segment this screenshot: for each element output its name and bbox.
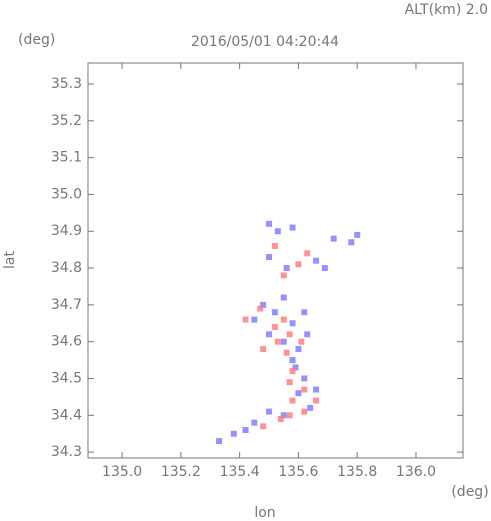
data-point bbox=[348, 239, 355, 246]
y-tick-label: 34.6 bbox=[51, 334, 82, 350]
data-point bbox=[274, 338, 281, 345]
data-point bbox=[280, 272, 287, 279]
data-point bbox=[283, 349, 290, 356]
data-point bbox=[286, 331, 293, 338]
data-point bbox=[301, 408, 308, 415]
data-point bbox=[286, 412, 293, 419]
data-point bbox=[286, 379, 293, 386]
data-point bbox=[289, 224, 296, 231]
y-tick-label: 35.2 bbox=[51, 113, 82, 129]
y-tick-label: 34.8 bbox=[51, 260, 82, 276]
data-point bbox=[301, 309, 308, 316]
data-point bbox=[301, 375, 308, 382]
x-tick-label: 135.0 bbox=[102, 464, 142, 480]
data-point bbox=[251, 316, 258, 323]
y-tick-label: 34.3 bbox=[51, 444, 82, 460]
data-point bbox=[295, 261, 302, 268]
data-point bbox=[289, 397, 296, 404]
data-point bbox=[257, 305, 264, 312]
x-tick-label: 135.4 bbox=[220, 464, 260, 480]
data-point bbox=[271, 323, 278, 330]
data-point bbox=[280, 338, 287, 345]
data-point bbox=[280, 412, 287, 419]
y-tick-label: 34.9 bbox=[51, 223, 82, 239]
chart-title: 2016/05/01 04:20:44 bbox=[191, 34, 339, 50]
x-axis-label: lon bbox=[254, 505, 275, 521]
data-point bbox=[260, 301, 267, 308]
data-point bbox=[242, 316, 249, 323]
data-point bbox=[260, 423, 267, 430]
data-point bbox=[266, 220, 273, 227]
y-unit: (deg) bbox=[18, 32, 55, 48]
y-axis-label: lat bbox=[2, 251, 18, 269]
y-tick-label: 35.1 bbox=[51, 150, 82, 166]
data-point bbox=[313, 386, 320, 393]
y-tick-label: 35.0 bbox=[51, 186, 82, 202]
y-tick-label: 34.4 bbox=[51, 407, 82, 423]
y-tick-label: 34.5 bbox=[51, 370, 82, 386]
data-point bbox=[304, 250, 311, 257]
data-point bbox=[292, 364, 299, 371]
data-point bbox=[295, 390, 302, 397]
data-point bbox=[277, 415, 284, 422]
data-point bbox=[289, 368, 296, 375]
data-point bbox=[260, 346, 267, 353]
data-point bbox=[280, 294, 287, 301]
data-point bbox=[280, 316, 287, 323]
altitude-label: ALT(km) 2.0 bbox=[405, 2, 488, 18]
data-point bbox=[321, 265, 328, 272]
data-point bbox=[266, 331, 273, 338]
x-tick-label: 135.2 bbox=[161, 464, 201, 480]
data-point bbox=[283, 265, 290, 272]
data-point bbox=[313, 257, 320, 264]
y-tick-label: 34.7 bbox=[51, 297, 82, 313]
data-point bbox=[289, 320, 296, 327]
data-point bbox=[330, 235, 337, 242]
data-point bbox=[251, 419, 258, 426]
x-unit: (deg) bbox=[451, 484, 488, 500]
data-point bbox=[295, 346, 302, 353]
data-point bbox=[354, 231, 361, 238]
x-tick-label: 135.8 bbox=[337, 464, 377, 480]
data-point bbox=[216, 438, 223, 445]
data-point bbox=[266, 254, 273, 261]
x-tick-label: 135.6 bbox=[278, 464, 318, 480]
data-point bbox=[274, 228, 281, 235]
data-point bbox=[307, 404, 314, 411]
data-point bbox=[230, 430, 237, 437]
data-point bbox=[298, 338, 305, 345]
data-point bbox=[301, 386, 308, 393]
data-point bbox=[271, 242, 278, 249]
plot-frame bbox=[87, 62, 464, 459]
data-point bbox=[266, 408, 273, 415]
data-point bbox=[242, 427, 249, 434]
data-point bbox=[304, 331, 311, 338]
data-point bbox=[271, 309, 278, 316]
data-point bbox=[289, 357, 296, 364]
data-point bbox=[313, 397, 320, 404]
y-tick-label: 35.3 bbox=[51, 76, 82, 92]
x-tick-label: 136.0 bbox=[396, 464, 436, 480]
